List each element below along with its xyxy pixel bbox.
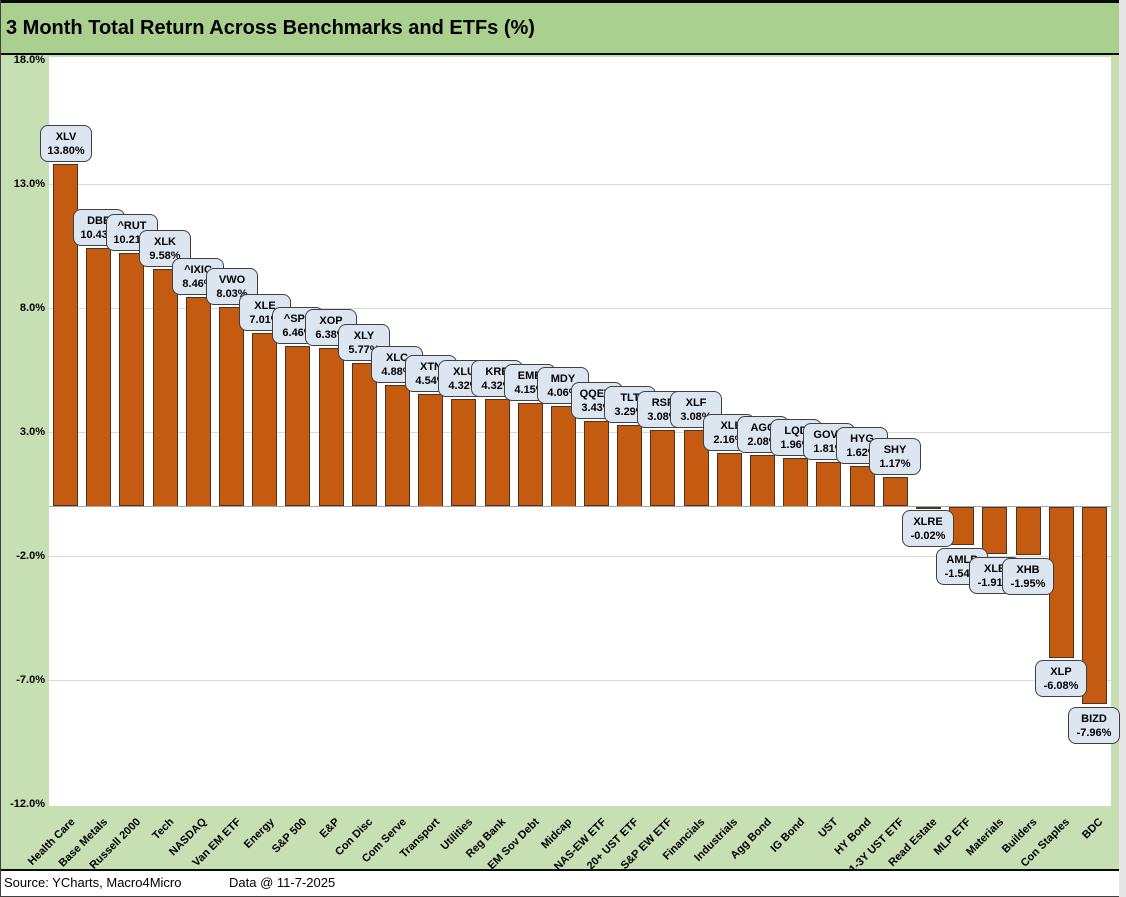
data-label-XHB: XHB -1.95%	[1002, 558, 1054, 595]
y-axis-tick: -7.0%	[16, 674, 45, 686]
ticker-text: RSP	[651, 396, 675, 409]
ticker-text: AGG	[750, 421, 776, 434]
gridline	[49, 680, 1111, 681]
ticker-text: MDY	[550, 372, 576, 385]
chart-title: 3 Month Total Return Across Benchmarks a…	[6, 16, 535, 39]
value-text: -7.96%	[1076, 726, 1112, 739]
ticker-text: XLRE	[913, 515, 943, 528]
gridline	[49, 556, 1111, 557]
ticker-text: ^IXIC	[184, 263, 212, 276]
bar-DBB	[86, 248, 111, 507]
bar-TLT	[617, 425, 642, 507]
ticker-text: VWO	[218, 273, 246, 286]
category-label: S&P 500	[270, 816, 310, 856]
category-label: IG Bond	[768, 816, 808, 855]
ticker-text: KRE	[485, 365, 509, 378]
bar-XLRE	[916, 507, 941, 509]
ticker-text: XLI	[720, 419, 738, 432]
y-axis-tick: -12.0%	[10, 798, 45, 810]
data-label-XLRE: XLRE -0.02%	[902, 510, 954, 547]
bar-RSP	[650, 430, 675, 506]
y-axis-tick: 13.0%	[13, 178, 45, 190]
bar-XOP	[319, 348, 344, 506]
category-label: UST	[816, 816, 841, 841]
bar-XLC	[385, 385, 410, 506]
bar-GOVT	[816, 462, 841, 507]
category-label: Tech	[150, 816, 177, 843]
value-text: 1.17%	[879, 457, 911, 470]
source-footer: Source: YCharts, Macro4Micro Data @ 11-7…	[1, 869, 1119, 896]
gridline	[49, 308, 1111, 309]
data-label-SHY: SHY 1.17%	[869, 438, 921, 475]
bar-XLE	[252, 333, 277, 507]
value-text: 4.06%	[547, 386, 579, 399]
bar-RUT	[119, 253, 144, 506]
value-text: -6.08%	[1043, 679, 1079, 692]
ticker-text: XTN	[420, 360, 442, 373]
ticker-text: EMB	[517, 369, 543, 382]
value-text: -0.02%	[910, 529, 946, 542]
bar-XLI	[717, 453, 742, 507]
bar-AGG	[750, 455, 775, 507]
data-label-XLY: XLY 5.77%	[338, 324, 390, 361]
y-axis-tick: -2.0%	[16, 550, 45, 562]
gridline	[49, 184, 1111, 185]
bar-MDY	[551, 406, 576, 507]
ticker-text: XLE	[254, 299, 276, 312]
bar-XHB	[1016, 507, 1041, 555]
bar-SPX	[285, 346, 310, 506]
bar-KRE	[485, 399, 510, 506]
category-label: BDC	[1080, 816, 1106, 842]
value-text: 9.58%	[149, 249, 181, 262]
ticker-text: XLC	[386, 351, 408, 364]
value-text: 2.16%	[713, 433, 745, 446]
bar-SHY	[883, 477, 908, 506]
category-label: E&P	[318, 816, 343, 841]
bar-VWO	[219, 307, 244, 506]
bar-EMB	[518, 403, 543, 506]
bar-QQEW	[584, 421, 609, 506]
y-axis-tick: 3.0%	[19, 426, 45, 438]
ticker-text: XHB	[1016, 563, 1040, 576]
ticker-text: XLU	[453, 365, 475, 378]
ticker-text: ^RUT	[117, 219, 147, 232]
source-text: Source: YCharts, Macro4Micro	[4, 875, 182, 890]
bar-XLB	[982, 507, 1007, 554]
ticker-text: XOP	[319, 314, 343, 327]
ticker-text: BIZD	[1081, 712, 1107, 725]
value-text: 13.80%	[47, 144, 85, 157]
data-label-BIZD: BIZD -7.96%	[1068, 707, 1120, 744]
bar-XTN	[418, 394, 443, 507]
value-text: 4.88%	[381, 365, 413, 378]
bar-IXIC	[186, 297, 211, 507]
ticker-text: XLK	[154, 235, 176, 248]
data-label-XLP: XLP -6.08%	[1035, 660, 1087, 697]
value-text: -1.95%	[1010, 577, 1046, 590]
zero-axis-line	[49, 506, 1111, 507]
data-label-XLV: XLV 13.80%	[40, 125, 92, 162]
ticker-text: SHY	[883, 443, 907, 456]
ticker-text: XLP	[1050, 665, 1072, 678]
bar-XLK	[153, 269, 178, 507]
bar-LQD	[783, 458, 808, 507]
ticker-text: XLF	[685, 396, 707, 409]
ticker-text: XLV	[55, 130, 77, 143]
y-axis-tick: 8.0%	[19, 302, 45, 314]
y-axis-tick: 18.0%	[13, 54, 45, 66]
gridline	[49, 432, 1111, 433]
ticker-text: XLB	[984, 562, 1006, 575]
bar-XLY	[352, 363, 377, 506]
ticker-text: HYG	[850, 432, 874, 445]
value-text: 8.46%	[182, 277, 214, 290]
data-date-text: Data @ 11-7-2025	[229, 875, 336, 890]
ticker-text: DBB	[87, 214, 111, 227]
ticker-text: TLT	[620, 391, 640, 404]
bar-XLU	[451, 399, 476, 506]
data-label-VWO: VWO 8.03%	[206, 268, 258, 305]
ticker-text: XLY	[353, 329, 375, 342]
chart-title-band: 3 Month Total Return Across Benchmarks a…	[1, 0, 1119, 55]
ticker-text: LQD	[784, 424, 808, 437]
